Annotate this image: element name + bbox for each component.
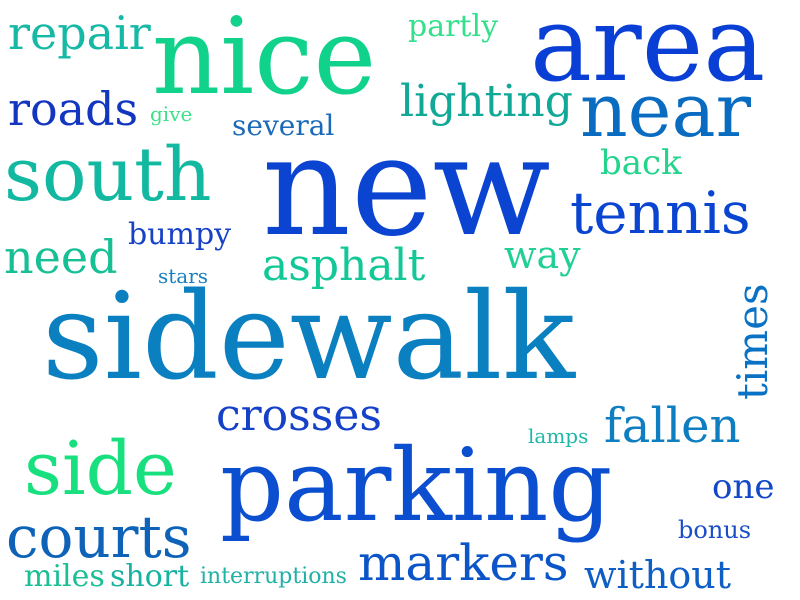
word-parking: parking bbox=[220, 427, 613, 544]
word-markers: markers bbox=[358, 534, 569, 592]
word-roads: roads bbox=[8, 82, 139, 136]
word-fallen: fallen bbox=[604, 398, 741, 454]
word-need: need bbox=[4, 230, 118, 284]
word-stars: stars bbox=[158, 264, 209, 288]
word-several: several bbox=[232, 109, 335, 142]
word-miles: miles bbox=[24, 559, 105, 594]
word-sidewalk: sidewalk bbox=[42, 268, 576, 407]
word-times: times bbox=[728, 283, 777, 400]
word-lighting: lighting bbox=[400, 76, 573, 127]
word-lamps: lamps bbox=[528, 424, 589, 448]
word-new: new bbox=[262, 106, 551, 267]
word-repair: repair bbox=[8, 6, 151, 60]
word-one: one bbox=[712, 467, 775, 507]
word-area: area bbox=[530, 0, 766, 105]
word-give: give bbox=[150, 102, 193, 126]
word-nice: nice bbox=[152, 0, 377, 118]
word-courts: courts bbox=[6, 503, 192, 571]
word-south: south bbox=[4, 132, 212, 218]
word-partly: partly bbox=[408, 9, 499, 44]
word-near: near bbox=[580, 68, 751, 154]
word-side: side bbox=[24, 426, 177, 512]
word-way: way bbox=[504, 233, 581, 277]
word-without: without bbox=[584, 553, 732, 597]
word-bonus: bonus bbox=[678, 516, 752, 544]
word-crosses: crosses bbox=[216, 390, 382, 441]
word-bumpy: bumpy bbox=[128, 217, 232, 252]
word-interruptions: interruptions bbox=[200, 564, 347, 589]
word-short: short bbox=[110, 559, 190, 594]
word-tennis: tennis bbox=[570, 179, 751, 247]
word-back: back bbox=[600, 143, 682, 183]
word-asphalt: asphalt bbox=[262, 240, 426, 291]
